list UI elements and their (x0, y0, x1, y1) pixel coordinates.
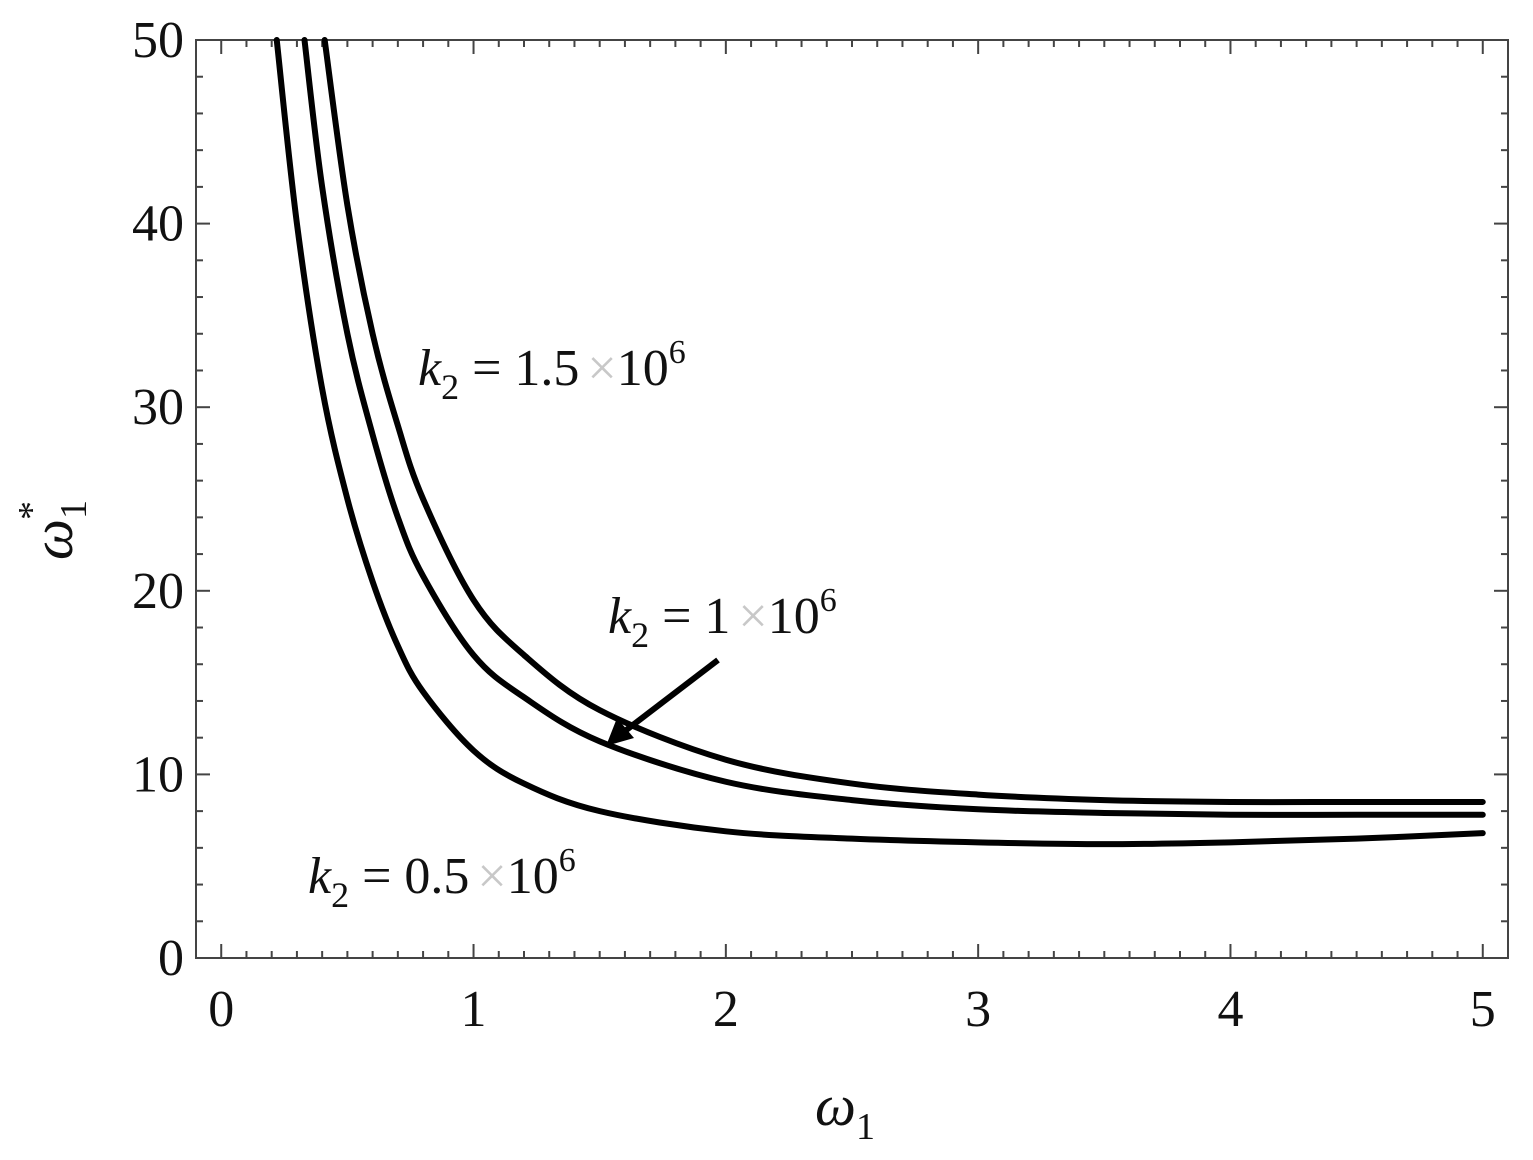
y-tick-label: 10 (132, 746, 184, 803)
y-axis-title: ω1* (11, 500, 95, 560)
x-tick-label: 5 (1470, 981, 1496, 1038)
y-tick-label: 30 (132, 379, 184, 436)
series-line-k2-1-5 (321, 37, 1486, 806)
series (273, 37, 1486, 848)
x-tick-label: 3 (965, 981, 991, 1038)
y-tick-label: 50 (132, 12, 184, 69)
svg-text:ω1*: ω1* (11, 500, 95, 560)
x-tick-label: 0 (208, 981, 234, 1038)
series-line-k2-0-5 (273, 37, 1486, 848)
series-line-k2-1 (301, 37, 1486, 818)
annotation-k2-0-5: k2 = 0.5 ×106 (308, 842, 576, 915)
y-tick-label: 20 (132, 563, 184, 620)
x-axis-title: ω1 (815, 1073, 875, 1148)
y-tick-label: 0 (158, 930, 184, 987)
y-tick-label: 40 (132, 196, 184, 253)
annotation-k2-1-5: k2 = 1.5 ×106 (418, 334, 686, 407)
x-tick-label: 4 (1217, 981, 1243, 1038)
annotation-k2-1: k2 = 1 ×106 (608, 582, 837, 655)
x-tick-label: 1 (461, 981, 487, 1038)
annotation-arrow (606, 657, 720, 746)
x-tick-label: 2 (713, 981, 739, 1038)
